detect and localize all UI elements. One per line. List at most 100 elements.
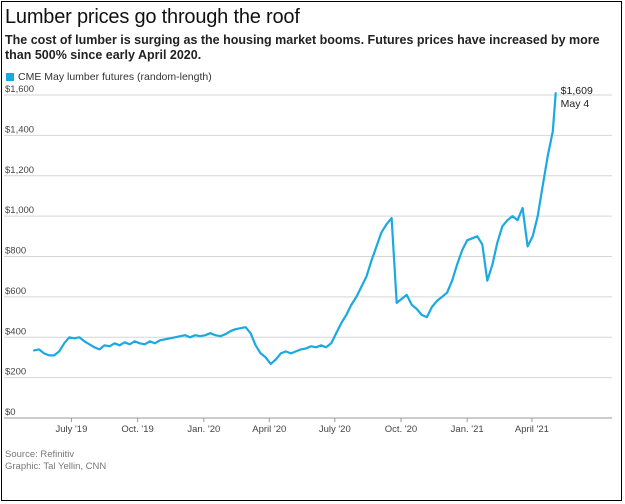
data-point [234,328,237,330]
y-tick-label: $400 [5,326,26,337]
data-point [144,343,146,346]
data-point [285,350,287,353]
y-tick-label: $1,400 [5,124,34,135]
data-point [68,336,71,339]
data-point [446,292,448,294]
data-point [254,344,257,347]
data-point [174,336,176,339]
data-point [330,342,332,345]
data-point [496,241,499,244]
data-point [63,342,66,345]
data-point [209,332,212,335]
data-point [365,275,368,278]
data-point [552,130,554,133]
data-point [355,296,358,298]
data-point [274,358,277,361]
data-point [320,344,322,347]
data-point [486,279,489,282]
data-point [431,306,433,308]
data-point [466,239,468,242]
chart-title: Lumber prices go through the roof [5,6,300,28]
end-value-label: $1,609 [561,85,593,97]
data-point [244,326,247,328]
data-point [159,339,161,342]
data-point [214,334,217,337]
x-tick-label: July '19 [55,424,87,435]
data-point [103,344,106,347]
data-point [461,249,463,252]
data-point [456,263,458,266]
data-point [310,345,312,348]
y-tick-label: $1,200 [5,165,34,176]
x-tick-label: Oct. '19 [121,424,153,435]
y-tick-label: $0 [5,407,16,418]
data-point [38,348,40,351]
legend-swatch [6,73,14,81]
data-point [164,338,166,341]
end-date-label: May 4 [561,98,590,110]
data-point [43,352,45,355]
data-point [169,337,171,340]
data-point [335,332,338,335]
y-tick-label: $800 [5,246,26,257]
data-point [375,245,378,248]
data-point [113,342,116,345]
data-point [410,304,413,306]
data-point [199,335,202,338]
data-point [340,322,343,324]
data-point [395,302,398,304]
data-point [219,335,222,338]
data-point [93,346,96,349]
x-tick-label: April '21 [515,424,549,435]
x-tick-label: Oct. '20 [385,424,417,435]
data-point [436,300,438,302]
data-point [511,215,514,217]
data-point [521,207,524,209]
data-point [471,237,474,240]
data-point [451,279,453,282]
data-point [53,354,55,357]
data-point [481,243,484,246]
data-point [118,344,121,347]
data-point [259,352,262,355]
data-point [269,363,272,365]
data-point [380,231,383,234]
chart-legend: CME May lumber futures (random-length) [6,71,212,83]
data-point [280,352,282,355]
legend-label: CME May lumber futures (random-length) [18,71,212,83]
data-point [516,219,519,221]
data-point [350,304,353,306]
data-point [224,333,227,336]
x-tick-label: Jan. '21 [451,424,484,435]
data-point [441,296,443,298]
data-point [416,308,418,310]
data-point [315,346,317,349]
data-point [536,215,539,217]
data-point [179,335,181,338]
data-point [370,259,373,262]
data-point [264,356,267,359]
chart-source: Source: Refinitiv Graphic: Tal Yellin, C… [5,449,106,473]
x-tick-label: April '20 [252,424,286,435]
data-point [290,352,292,355]
data-point [531,235,534,238]
data-point [541,185,544,187]
data-point [204,334,207,337]
data-point [554,92,557,94]
x-tick-label: Jan. '20 [187,424,220,435]
data-point [138,342,141,345]
y-tick-label: $600 [5,286,26,297]
data-point [239,327,242,329]
data-point [83,340,86,343]
data-point [405,294,408,296]
credit-text: Graphic: Tal Yellin, CNN [5,461,107,472]
data-point [154,342,156,345]
data-point [249,332,252,335]
data-point [108,345,111,348]
y-tick-label: $1,600 [5,84,34,95]
data-point [546,154,549,157]
data-point [300,348,302,351]
data-point [400,298,403,300]
